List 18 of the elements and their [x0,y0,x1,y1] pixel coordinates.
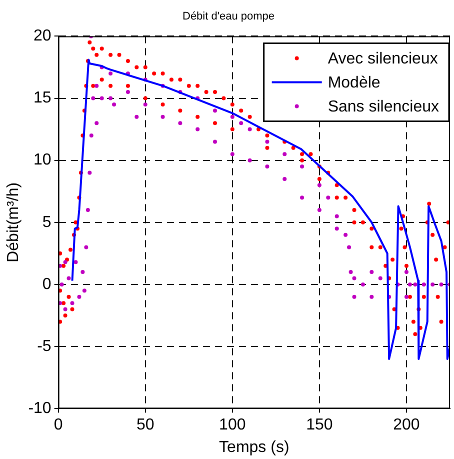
x-tick-label: 0 [54,416,63,434]
y-tick-label: -10 [28,400,52,418]
y-tick-label: -5 [37,338,52,355]
x-tick-label: 50 [136,416,154,434]
y-tick-label: 5 [42,214,52,231]
y-axis-title: Débit(m³/h) [5,182,22,262]
y-tick-label: 0 [42,276,52,293]
x-tick-label: 150 [306,416,333,434]
legend-label: Sans silencieux [328,98,439,116]
y-tick-label: 20 [34,28,52,45]
y-tick-label: 10 [34,152,52,169]
x-tick-label: 100 [219,416,246,434]
legend-label: Avec silencieux [328,50,438,68]
legend-label: Modèle [328,74,380,92]
chart-title: Débit d'eau pompe [182,10,274,23]
x-axis-title: Temps (s) [219,438,290,456]
y-tick-label: 15 [34,90,52,107]
x-tick-label: 200 [393,416,420,434]
